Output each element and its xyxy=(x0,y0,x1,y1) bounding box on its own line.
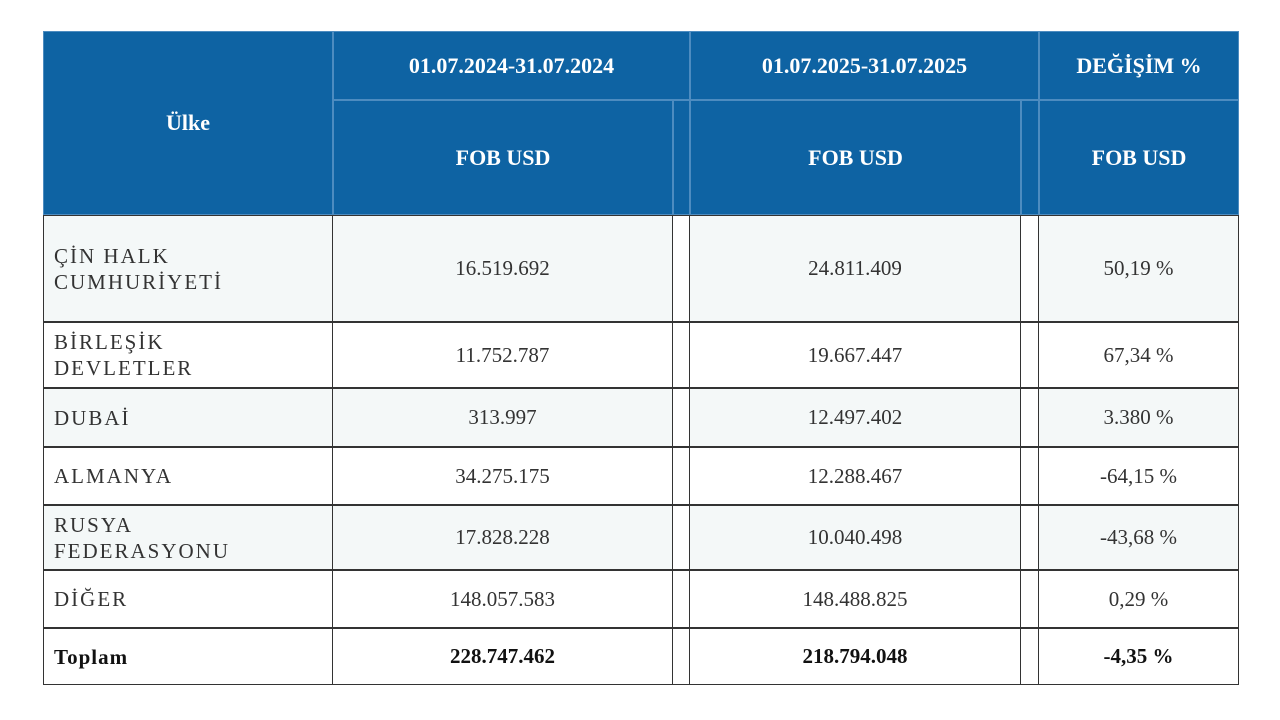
cell-text: 01.07.2024-31.07.2024 xyxy=(408,52,615,78)
spacer-cell xyxy=(673,388,690,447)
cell-text: -43,68 % xyxy=(1100,525,1177,549)
header-cell: FOB USD xyxy=(333,100,673,215)
value-cell: -4,35 % xyxy=(1039,628,1239,685)
spacer-cell xyxy=(1021,570,1039,628)
value-cell: -64,15 % xyxy=(1039,447,1239,505)
header-cell: FOB USD xyxy=(1039,100,1239,215)
cell-text: FOB USD xyxy=(1091,144,1187,170)
value-cell: 3.380 % xyxy=(1039,388,1239,447)
cell-text: Ülke xyxy=(166,110,210,135)
cell-text: 0,29 % xyxy=(1108,586,1169,611)
value-cell: 34.275.175 xyxy=(333,447,673,505)
value-cell: 12.497.402 xyxy=(690,388,1021,447)
cell-text: 24.811.409 xyxy=(808,256,902,280)
cell-text: BİRLEŞİK DEVLETLER xyxy=(54,330,194,380)
header-cell: Ülke xyxy=(43,31,333,215)
value-cell: 50,19 % xyxy=(1039,215,1239,322)
country-cell: ALMANYA xyxy=(43,447,333,505)
cell-text: 11.752.787 xyxy=(455,342,550,367)
value-cell: 10.040.498 xyxy=(690,505,1021,570)
spacer-cell xyxy=(673,505,690,570)
cell-text: 50,19 % xyxy=(1103,256,1174,280)
cell-text: 19.667.447 xyxy=(807,342,903,367)
cell-text: DEĞİŞİM % xyxy=(1076,52,1202,78)
header-sub xyxy=(673,100,690,215)
spacer-cell xyxy=(673,570,690,628)
cell-text: 34.275.175 xyxy=(455,463,550,488)
value-cell: 17.828.228 xyxy=(333,505,673,570)
header-cell: 01.07.2024-31.07.2024 xyxy=(333,31,690,100)
value-cell: -43,68 % xyxy=(1039,505,1239,570)
spacer-cell xyxy=(673,215,690,322)
cell-text: 148.488.825 xyxy=(802,586,908,611)
cell-text: Toplam xyxy=(54,644,129,669)
value-cell: 24.811.409 xyxy=(690,215,1021,322)
value-cell: 19.667.447 xyxy=(690,322,1021,388)
cell-text: 17.828.228 xyxy=(455,525,550,549)
value-cell: 148.488.825 xyxy=(690,570,1021,628)
cell-text: 313.997 xyxy=(468,405,537,429)
cell-text: 218.794.048 xyxy=(802,644,908,668)
spacer-cell xyxy=(1021,215,1039,322)
cell-text: 67,34 % xyxy=(1103,342,1174,367)
cell-text: 12.288.467 xyxy=(807,463,903,488)
cell-text: RUSYA FEDERASYONU xyxy=(54,512,231,563)
cell-text: 12.497.402 xyxy=(807,405,903,429)
country-cell: RUSYA FEDERASYONU xyxy=(43,505,333,570)
cell-text: DUBAİ xyxy=(54,405,131,430)
header-cell: 01.07.2025-31.07.2025 xyxy=(690,31,1039,100)
country-cell: DUBAİ xyxy=(43,388,333,447)
cell-text: DİĞER xyxy=(54,587,129,611)
cell-text: ÇİN HALK CUMHURİYETİ xyxy=(54,243,223,294)
header-sub xyxy=(1021,100,1039,215)
cell-text: 10.040.498 xyxy=(807,525,903,549)
value-cell: 11.752.787 xyxy=(333,322,673,388)
value-cell: 218.794.048 xyxy=(690,628,1021,685)
spacer-cell xyxy=(673,447,690,505)
value-cell: 67,34 % xyxy=(1039,322,1239,388)
cell-text: -4,35 % xyxy=(1103,644,1174,668)
value-cell: 148.057.583 xyxy=(333,570,673,628)
country-cell: BİRLEŞİK DEVLETLER xyxy=(43,322,333,388)
spacer-cell xyxy=(1021,388,1039,447)
header-cell: FOB USD xyxy=(690,100,1021,215)
value-cell: 12.288.467 xyxy=(690,447,1021,505)
country-cell: DİĞER xyxy=(43,570,333,628)
cell-text: 16.519.692 xyxy=(455,256,550,280)
cell-text: 3.380 % xyxy=(1103,405,1174,429)
value-cell: 16.519.692 xyxy=(333,215,673,322)
spacer-cell xyxy=(1021,322,1039,388)
country-cell: ÇİN HALK CUMHURİYETİ xyxy=(43,215,333,322)
cell-text: FOB USD xyxy=(455,144,551,170)
spacer-cell xyxy=(673,322,690,388)
value-cell: 228.747.462 xyxy=(333,628,673,685)
country-cell: Toplam xyxy=(43,628,333,685)
spacer-cell xyxy=(1021,505,1039,570)
cell-text: ALMANYA xyxy=(54,464,173,488)
cell-text: FOB USD xyxy=(808,144,903,170)
spacer-cell xyxy=(1021,447,1039,505)
header-cell: DEĞİŞİM % xyxy=(1039,31,1239,100)
cell-text: 148.057.583 xyxy=(450,586,555,611)
cell-text: 01.07.2025-31.07.2025 xyxy=(761,52,968,78)
value-cell: 0,29 % xyxy=(1039,570,1239,628)
cell-text: 228.747.462 xyxy=(450,644,555,668)
value-cell: 313.997 xyxy=(333,388,673,447)
spacer-cell xyxy=(1021,628,1039,685)
cell-text: -64,15 % xyxy=(1100,463,1177,488)
spacer-cell xyxy=(673,628,690,685)
